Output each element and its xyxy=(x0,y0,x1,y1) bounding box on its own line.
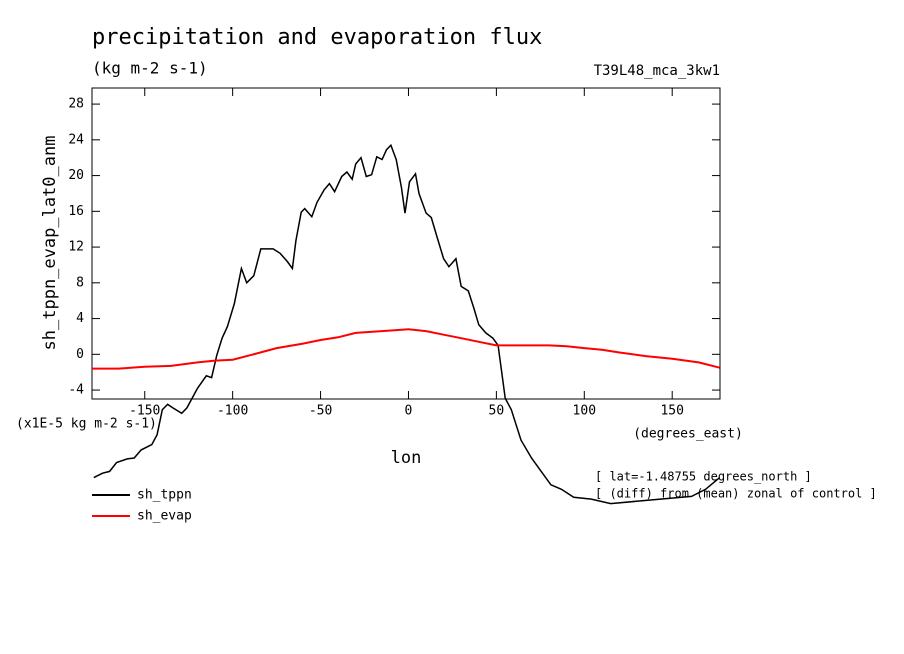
data-line xyxy=(92,328,720,370)
y-tick-label: 28 xyxy=(68,97,84,112)
run-label: T39L48_mca_3kw1 xyxy=(594,63,720,79)
y-tick-label: 16 xyxy=(68,204,84,219)
y-scale-note: (x1E-5 kg m-2 s-1) xyxy=(16,417,157,432)
x-tick-label: 100 xyxy=(573,404,596,419)
y-axis-label: sh_tppn_evap_lat0_anm xyxy=(40,136,60,351)
x-tick-label: 0 xyxy=(405,404,413,419)
x-tick-label: -50 xyxy=(309,404,332,419)
chart-subtitle: (kg m-2 s-1) xyxy=(92,59,208,78)
y-tick-label: 12 xyxy=(68,240,84,255)
annotation: [ lat=-1.48755 degrees_north ] xyxy=(595,470,812,484)
x-units: (degrees_east) xyxy=(633,427,743,442)
data-line xyxy=(93,143,721,505)
y-tick-label: 24 xyxy=(68,132,84,147)
y-tick-label: -4 xyxy=(68,383,84,398)
y-tick-label: 0 xyxy=(76,347,84,362)
annotation: [ (diff) from (mean) zonal of control ] xyxy=(595,487,877,501)
x-axis-label: lon xyxy=(391,448,422,468)
legend-label: sh_tppn xyxy=(137,488,192,503)
y-tick-label: 4 xyxy=(76,311,84,326)
chart-title: precipitation and evaporation flux xyxy=(92,25,542,50)
legend-label: sh_evap xyxy=(137,509,192,524)
x-tick-label: 50 xyxy=(489,404,505,419)
x-tick-label: -150 xyxy=(129,404,160,419)
y-tick-label: 20 xyxy=(68,168,84,183)
plot-frame xyxy=(91,87,721,400)
x-tick-label: -100 xyxy=(217,404,248,419)
x-tick-label: 150 xyxy=(660,404,683,419)
y-tick-label: 8 xyxy=(76,275,84,290)
